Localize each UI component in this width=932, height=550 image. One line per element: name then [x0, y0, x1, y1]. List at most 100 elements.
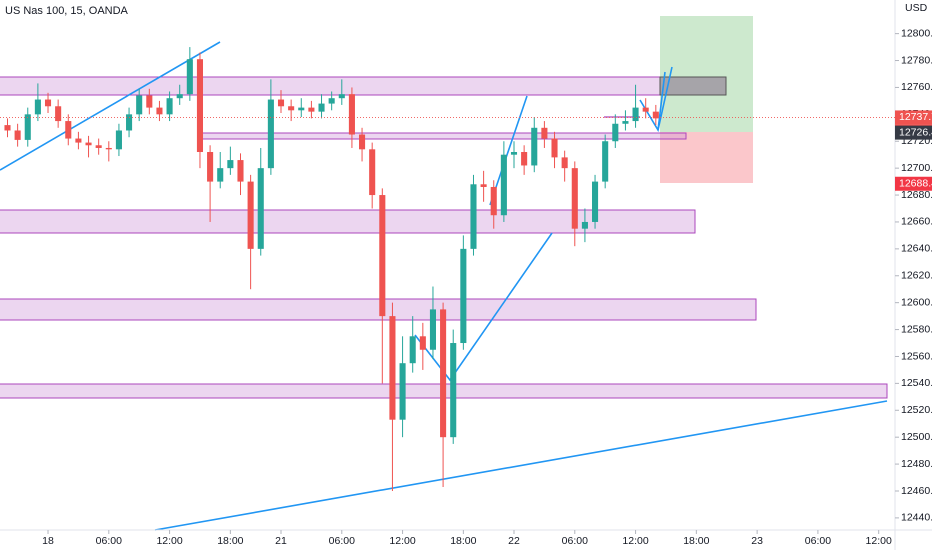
candle-body	[429, 309, 437, 350]
candle-body	[217, 168, 224, 182]
candle-body	[480, 184, 487, 187]
price-tag	[895, 125, 932, 140]
candle-body	[4, 125, 11, 131]
candle-body	[622, 121, 629, 124]
candle-body	[510, 152, 518, 155]
x-tick-label: 06:00	[562, 535, 588, 547]
entry-price: 12726.4	[899, 126, 932, 138]
y-tick-label: 12800.0	[901, 27, 932, 39]
support-zone	[0, 298, 757, 321]
candle-body	[652, 111, 659, 119]
y-tick-label: 12480.0	[901, 458, 932, 470]
candle-body	[419, 336, 426, 350]
x-tick-label: 12:00	[156, 535, 182, 547]
candle-body	[359, 134, 366, 150]
y-tick-label: 12700.0	[901, 162, 932, 174]
y-tick-label: 12780.0	[901, 54, 932, 66]
resistance-zone	[0, 76, 727, 96]
y-tick-label: 12600.0	[901, 296, 932, 308]
y-tick-label: 12500.0	[901, 431, 932, 443]
candle-body	[642, 107, 649, 112]
candle-body	[207, 152, 214, 182]
candle-body	[267, 99, 274, 169]
candle-body	[500, 154, 507, 216]
y-tick-label: 12620.0	[901, 270, 932, 282]
price-tag	[895, 110, 932, 125]
projection-line	[657, 71, 666, 131]
x-tick-label: 23	[751, 535, 763, 547]
candle-body	[156, 107, 163, 115]
x-tick-label: 06:00	[329, 535, 355, 547]
trend-line	[489, 95, 528, 206]
trend-line	[0, 41, 221, 171]
candle-body	[632, 107, 639, 122]
currency: USD	[905, 2, 928, 14]
candle-body	[348, 94, 355, 135]
candle-body	[399, 363, 406, 420]
candle-body	[55, 106, 62, 122]
x-tick-label: 12:00	[866, 535, 892, 547]
candle-body	[308, 107, 315, 112]
y-tick-label: 12520.0	[901, 404, 932, 416]
target-zone	[660, 16, 753, 132]
candle-body	[146, 95, 153, 108]
candle-body	[490, 186, 497, 216]
candle-body	[126, 114, 133, 131]
candle-body	[75, 138, 82, 143]
candle-body	[369, 149, 376, 196]
candle-body	[409, 336, 416, 364]
x-tick-label: 06:00	[96, 535, 122, 547]
x-tick-label: 18:00	[217, 535, 243, 547]
candle-body	[379, 195, 386, 317]
price-tag	[895, 176, 932, 191]
candle-body	[338, 94, 345, 99]
candle-body	[196, 59, 204, 153]
x-tick-label: 12:00	[389, 535, 415, 547]
x-tick-label: 18:00	[683, 535, 709, 547]
candle-body	[450, 343, 457, 438]
y-tick-label: 12660.0	[901, 216, 932, 228]
candle-body	[460, 248, 467, 344]
y-tick-label: 12540.0	[901, 377, 932, 389]
candle-body	[277, 99, 285, 107]
y-tick-label: 12560.0	[901, 350, 932, 362]
candle-body	[571, 168, 578, 229]
candle-body	[612, 123, 619, 142]
candle-body	[95, 145, 102, 148]
support-zone	[0, 209, 696, 234]
x-tick-label: 12:00	[622, 535, 648, 547]
y-tick-label: 12760.0	[901, 81, 932, 93]
y-tick-label: 12580.0	[901, 323, 932, 335]
candle-body	[521, 152, 528, 166]
candle-body	[561, 157, 568, 169]
last-price: 12737.7	[899, 111, 932, 123]
trend-line	[154, 400, 888, 531]
y-tick-label: 12440.0	[901, 512, 932, 524]
candle-body	[176, 94, 183, 99]
candle-body	[237, 160, 244, 182]
stop-zone	[660, 132, 753, 183]
candle-body	[105, 147, 112, 150]
y-tick-label: 12460.0	[901, 485, 932, 497]
candle-body	[24, 114, 31, 140]
order-box	[659, 76, 727, 96]
candle-body	[186, 59, 193, 95]
candle-body	[328, 98, 335, 104]
candle-body	[65, 121, 72, 139]
y-tick-label: 12640.0	[901, 243, 932, 255]
candle-body	[440, 309, 447, 438]
candle-body	[541, 127, 548, 139]
y-tick-label: 12680.0	[901, 189, 932, 201]
stop-price: 12688.4	[899, 178, 932, 190]
candle-body	[389, 316, 396, 420]
candle-body	[227, 160, 234, 169]
candle-body	[115, 130, 122, 150]
x-tick-label: 22	[508, 535, 520, 547]
candle-body	[85, 142, 92, 146]
candle-body	[602, 141, 609, 182]
candle-body	[318, 103, 325, 112]
x-tick-label: 18:00	[450, 535, 476, 547]
chart-title: US Nas 100, 15, OANDA	[5, 5, 129, 17]
trend-line	[414, 232, 553, 382]
candle-body	[531, 127, 538, 166]
